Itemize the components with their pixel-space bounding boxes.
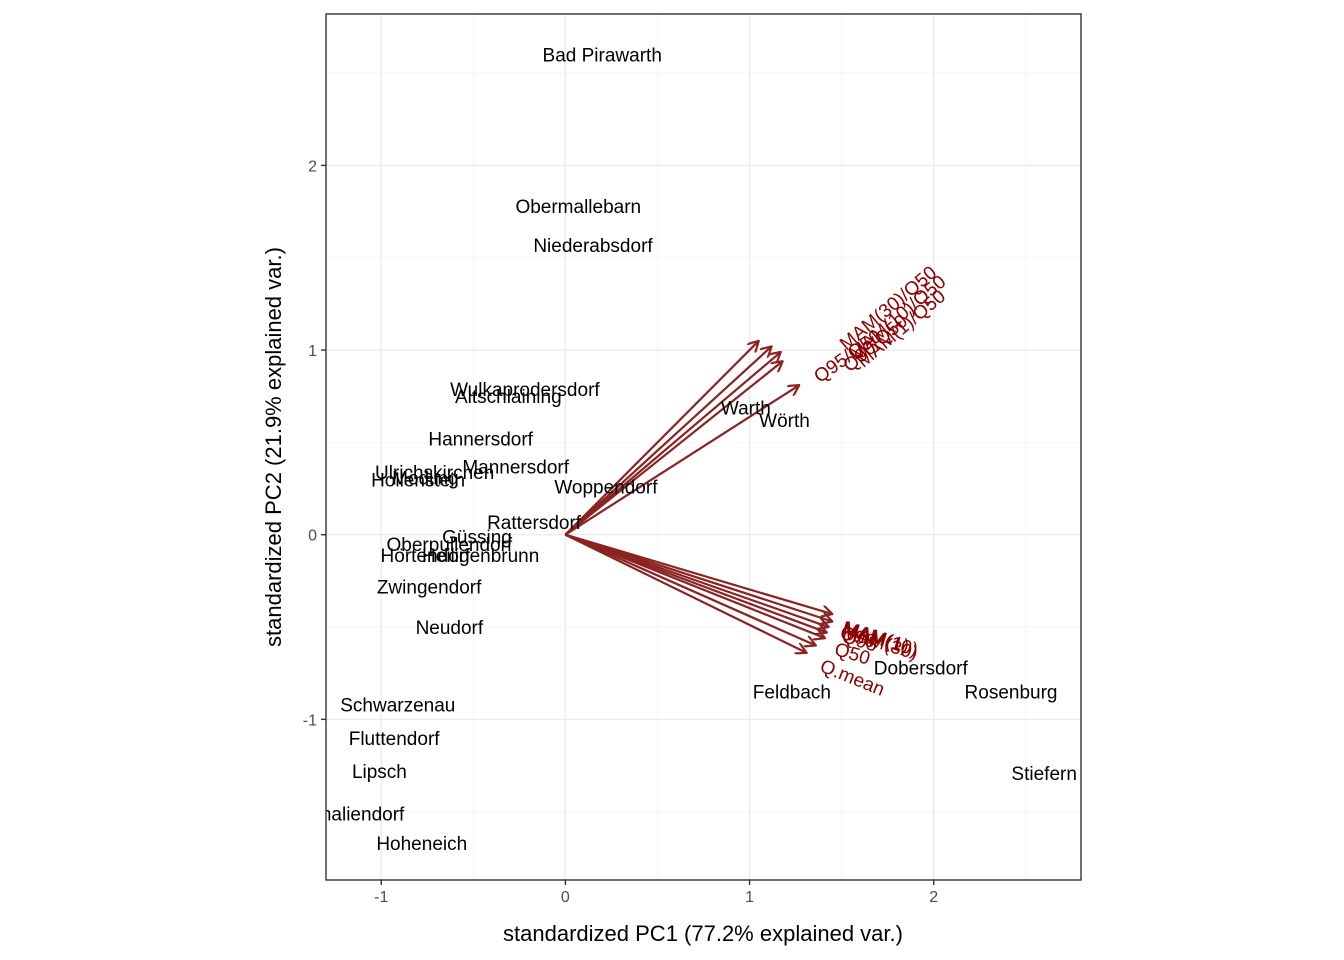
x-tick-label: -1 — [374, 889, 388, 906]
observation-label: Hollenstein — [371, 470, 465, 491]
y-tick-label: -1 — [303, 712, 317, 729]
loading-arrows — [564, 341, 832, 653]
observation-label: Zwingendorf — [377, 577, 482, 598]
panel-border — [325, 13, 1082, 881]
y-axis-title: standardized PC2 (21.9% explained var.) — [261, 247, 286, 647]
observation-label: Schwarzenau — [340, 696, 455, 717]
observation-labels: Bad Pirawarth Obermallebarn Niederabsdorf W… — [303, 46, 1077, 855]
y-tick-label: 2 — [308, 158, 317, 175]
major-gridlines — [326, 14, 1081, 880]
minor-gridlines — [326, 14, 1081, 880]
observation-label: Hannersdorf — [428, 430, 533, 451]
loading-arrow — [564, 533, 815, 646]
observation-label: Woppendorf — [554, 478, 658, 499]
observation-label: Bad Pirawarth — [543, 46, 662, 67]
x-tick-label: 0 — [561, 889, 570, 906]
y-axis: -1 0 1 2 — [303, 158, 326, 729]
loading-arrow — [564, 385, 799, 536]
observation-label: Rosenburg — [965, 683, 1058, 704]
x-axis: -1 0 1 2 — [374, 880, 938, 906]
observation-label: Amaliendorf — [303, 805, 405, 826]
observation-label: Rattersdorf — [487, 513, 582, 534]
observation-label: Mödling — [392, 468, 459, 489]
x-tick-label: 2 — [929, 889, 938, 906]
loading-arrow — [564, 533, 825, 638]
loading-arrow — [564, 346, 771, 536]
observation-label: Neudorf — [416, 618, 484, 639]
y-tick-label: 1 — [308, 343, 317, 360]
observation-label: Lipsch — [352, 762, 407, 783]
y-tick-label: 0 — [308, 528, 317, 545]
x-tick-label: 1 — [745, 889, 754, 906]
observation-label: Stiefern — [1011, 764, 1076, 785]
observation-label: Güssing — [442, 528, 512, 549]
observation-label: Obermallebarn — [515, 197, 641, 218]
observation-label: Dobersdorf — [874, 659, 969, 680]
x-axis-title: standardized PC1 (77.2% explained var.) — [503, 921, 903, 946]
observation-label: Feldbach — [753, 683, 831, 704]
observation-label: Ulrichskirchen — [375, 463, 494, 484]
loading-arrow — [564, 533, 806, 653]
observation-label: Hoheneich — [376, 834, 467, 855]
observation-label: Altschlaining — [455, 387, 562, 408]
observation-label: Warth — [721, 398, 771, 419]
loading-arrow — [565, 533, 832, 614]
observation-label: Wörth — [759, 411, 810, 432]
loading-arrow — [564, 361, 782, 536]
observation-label: Oberpullendorf — [387, 535, 513, 556]
observation-label: Mannersdorf — [462, 457, 569, 478]
observation-label: Hörtendorf — [381, 546, 471, 567]
observation-label: Niederabsdorf — [533, 236, 653, 257]
loading-arrow — [564, 352, 780, 536]
observation-label: Heiligenbrunn — [422, 546, 539, 567]
loading-arrow — [564, 341, 758, 536]
observation-label: Wulkaprodersdorf — [450, 380, 600, 401]
observation-label: Fluttendorf — [349, 729, 441, 750]
